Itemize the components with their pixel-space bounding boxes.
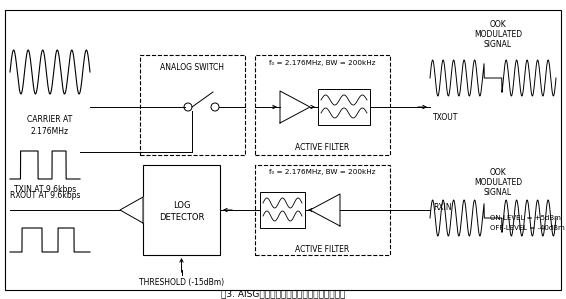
Text: f₀ = 2.176MHz, BW = 200kHz: f₀ = 2.176MHz, BW = 200kHz [269, 60, 376, 66]
Text: LOG: LOG [173, 201, 190, 210]
Bar [143, 165, 220, 255]
Polygon shape [120, 197, 143, 223]
Text: TXOUT: TXOUT [433, 114, 458, 123]
Text: MODULATED: MODULATED [474, 30, 522, 39]
Text: SIGNAL: SIGNAL [484, 40, 512, 49]
Text: OFF-LEVEL = -40dBm: OFF-LEVEL = -40dBm [490, 225, 565, 231]
Bar [255, 165, 390, 255]
Text: RXIN: RXIN [433, 204, 452, 213]
Text: f₀ = 2.176MHz, BW = 200kHz: f₀ = 2.176MHz, BW = 200kHz [269, 169, 376, 175]
Bar [140, 55, 245, 155]
Text: ACTIVE FILTER: ACTIVE FILTER [295, 144, 350, 152]
Polygon shape [310, 194, 340, 226]
Bar [255, 55, 390, 155]
Text: MODULATED: MODULATED [474, 178, 522, 187]
Text: TXIN AT 9.6kbps: TXIN AT 9.6kbps [14, 185, 76, 194]
Text: 図3. AISGトランシーバのディスクリート実装: 図3. AISGトランシーバのディスクリート実装 [221, 289, 345, 298]
Text: OOK: OOK [490, 20, 507, 29]
Bar [318, 89, 370, 125]
Text: ACTIVE FILTER: ACTIVE FILTER [295, 245, 350, 254]
Text: RXOUT AT 9.6kbps: RXOUT AT 9.6kbps [10, 191, 80, 201]
Text: DETECTOR: DETECTOR [159, 213, 204, 222]
Text: ON-LEVEL = +5dBm: ON-LEVEL = +5dBm [490, 215, 561, 221]
Text: SIGNAL: SIGNAL [484, 188, 512, 197]
Text: CARRIER AT: CARRIER AT [27, 115, 72, 124]
Text: THRESHOLD (-15dBm): THRESHOLD (-15dBm) [139, 277, 224, 286]
Text: 2.176MHz: 2.176MHz [31, 127, 69, 136]
Text: OOK: OOK [490, 168, 507, 177]
Bar [260, 192, 305, 228]
Polygon shape [280, 91, 310, 123]
Text: ANALOG SWITCH: ANALOG SWITCH [161, 63, 225, 72]
